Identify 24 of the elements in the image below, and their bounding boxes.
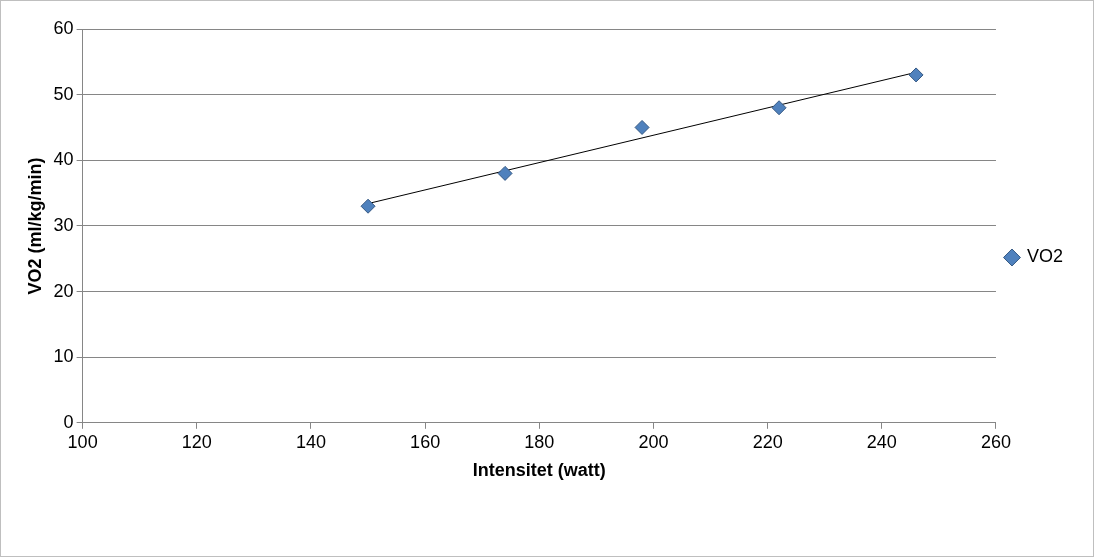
legend-label: VO2	[1026, 246, 1064, 267]
x-tick-label: 160	[410, 431, 441, 452]
y-tick-label: 40	[53, 149, 74, 170]
point	[360, 198, 376, 214]
y-tick-label: 10	[53, 346, 74, 367]
x-tick-label: 260	[980, 431, 1012, 452]
point	[497, 165, 513, 181]
x-axis-title: Intensitet (watt)	[472, 460, 606, 481]
x-tick-label: 100	[67, 431, 98, 452]
y-tick-label: 60	[53, 17, 74, 38]
y-tick-label: 0	[63, 411, 74, 432]
x-tick-label: 140	[295, 431, 326, 452]
point	[908, 67, 924, 83]
y-tick-label: 50	[53, 83, 74, 104]
x-tick-label: 240	[866, 431, 897, 452]
y-tick-label: 30	[53, 214, 74, 235]
point	[771, 100, 787, 116]
x-tick-label: 120	[181, 431, 212, 452]
y-axis-title: VO2 (ml/kg/min)	[24, 157, 45, 295]
point	[634, 119, 650, 135]
x-tick-label: 180	[524, 431, 555, 452]
x-tick-label: 220	[752, 431, 783, 452]
x-tick-label: 200	[638, 431, 669, 452]
y-tick-label: 20	[53, 280, 74, 301]
